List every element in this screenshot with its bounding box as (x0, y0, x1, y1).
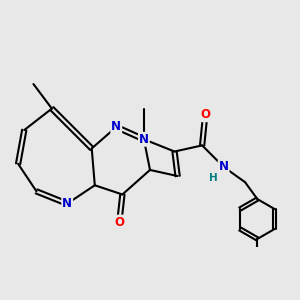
Text: N: N (111, 121, 121, 134)
Text: O: O (114, 216, 124, 229)
Text: N: N (139, 133, 149, 146)
Text: N: N (219, 160, 229, 173)
Text: H: H (208, 172, 217, 183)
Text: O: O (200, 108, 210, 121)
Text: N: N (62, 197, 72, 210)
